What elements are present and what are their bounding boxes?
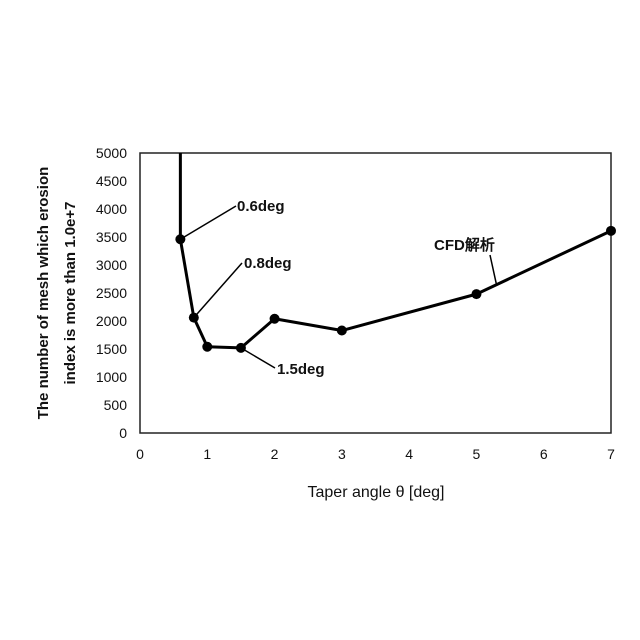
y-tick-label: 5000 bbox=[96, 145, 127, 161]
annotation-leader-line bbox=[194, 263, 242, 318]
x-tick-label: 5 bbox=[473, 446, 481, 462]
annotation-label: 1.5deg bbox=[277, 361, 325, 378]
data-point bbox=[270, 314, 280, 324]
y-tick-label: 500 bbox=[104, 397, 128, 413]
y-tick-label: 4000 bbox=[96, 201, 127, 217]
annotation-leader-line bbox=[241, 348, 275, 368]
y-tick-label: 0 bbox=[119, 425, 127, 441]
y-tick-label: 3500 bbox=[96, 229, 127, 245]
annotation-leader-line bbox=[490, 255, 497, 285]
series-line bbox=[180, 153, 611, 348]
y-tick-label: 2000 bbox=[96, 313, 127, 329]
data-point bbox=[202, 342, 212, 352]
data-point bbox=[471, 289, 481, 299]
plot-area-frame bbox=[140, 153, 611, 433]
x-tick-label: 7 bbox=[607, 446, 615, 462]
x-tick-label: 0 bbox=[136, 446, 144, 462]
x-axis-label: Taper angle θ [deg] bbox=[308, 484, 445, 501]
annotation-label: 0.8deg bbox=[244, 255, 292, 272]
x-tick-label: 6 bbox=[540, 446, 548, 462]
y-tick-label: 4500 bbox=[96, 173, 127, 189]
annotations-group: 0.6deg 0.8deg 1.5deg CFD解析 bbox=[180, 198, 496, 378]
x-tick-label: 4 bbox=[405, 446, 413, 462]
x-axis-ticks: 0 1 2 3 4 5 6 7 bbox=[136, 446, 615, 462]
annotation-label: 0.6deg bbox=[237, 198, 285, 215]
y-axis-ticks: 0 500 1000 1500 2000 2500 3000 3500 4000 4500 5000 bbox=[96, 145, 127, 441]
x-tick-label: 1 bbox=[203, 446, 211, 462]
y-tick-label: 2500 bbox=[96, 285, 127, 301]
y-axis-label-line-1: The number of mesh which erosion bbox=[35, 167, 52, 420]
y-tick-label: 1500 bbox=[96, 341, 127, 357]
x-tick-label: 3 bbox=[338, 446, 346, 462]
data-point bbox=[606, 226, 616, 236]
data-point bbox=[337, 326, 347, 336]
series-group bbox=[175, 153, 616, 353]
annotation-label: CFD解析 bbox=[434, 236, 495, 254]
annotation-leader-line bbox=[180, 206, 236, 239]
y-tick-label: 1000 bbox=[96, 369, 127, 385]
y-axis-label: The number of mesh which erosion index i… bbox=[35, 167, 79, 420]
y-tick-label: 3000 bbox=[96, 257, 127, 273]
x-tick-label: 2 bbox=[271, 446, 279, 462]
y-axis-label-line-2: index is more than 1.0e+7 bbox=[62, 202, 79, 385]
